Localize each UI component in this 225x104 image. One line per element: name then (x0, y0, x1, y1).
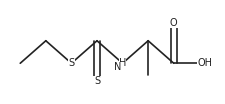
Text: S: S (94, 76, 100, 86)
Text: O: O (170, 18, 178, 28)
Text: S: S (68, 58, 74, 68)
Text: H: H (119, 58, 126, 68)
Text: OH: OH (197, 58, 212, 68)
Text: N: N (114, 62, 121, 72)
